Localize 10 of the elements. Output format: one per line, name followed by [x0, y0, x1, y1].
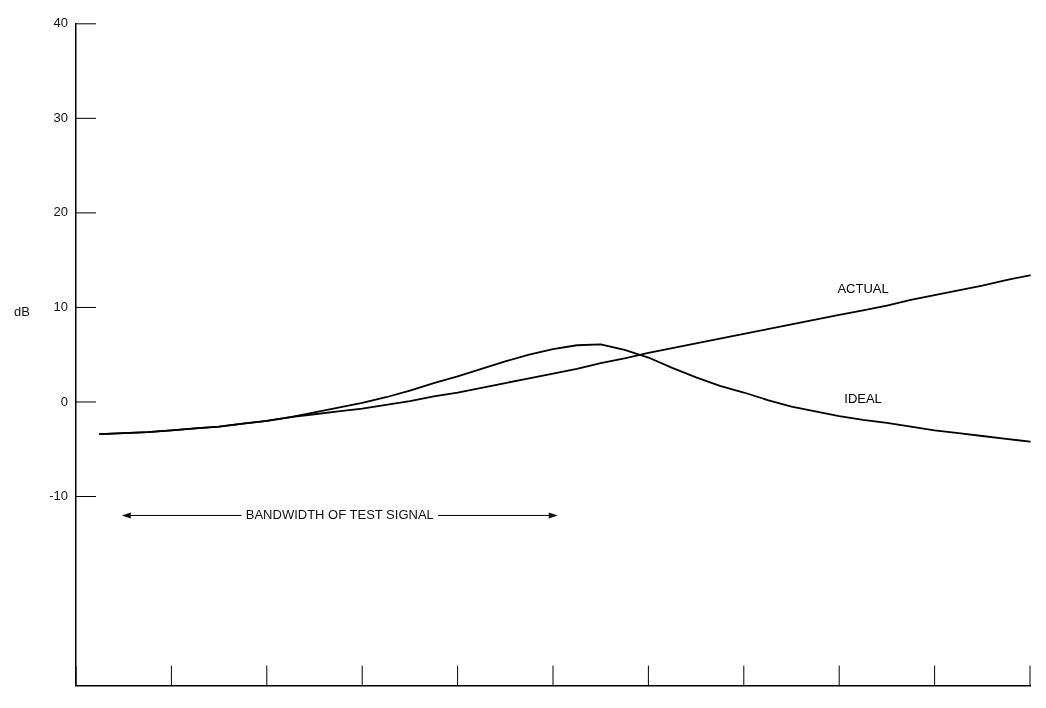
y-tick-label: 0: [60, 393, 68, 409]
y-tick-label: 30: [53, 109, 68, 125]
y-tick-label: 40: [53, 15, 68, 31]
y-axis-title: dB: [14, 303, 30, 319]
y-tick-label: -10: [49, 488, 68, 504]
series-label: ACTUAL: [837, 281, 889, 297]
annotation: BANDWIDTH OF TEST SIGNAL: [245, 507, 434, 522]
y-tick-label: 10: [53, 299, 68, 315]
y-tick-label: 20: [53, 204, 68, 220]
series-label: IDEAL: [844, 391, 882, 407]
